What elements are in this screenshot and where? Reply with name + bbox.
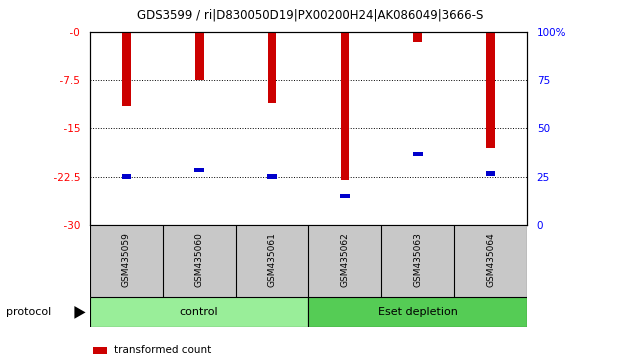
Text: GDS3599 / ri|D830050D19|PX00200H24|AK086049|3666-S: GDS3599 / ri|D830050D19|PX00200H24|AK086… <box>137 9 483 22</box>
Bar <box>413 152 423 156</box>
FancyBboxPatch shape <box>309 297 527 327</box>
Text: protocol: protocol <box>6 307 51 318</box>
Text: control: control <box>180 307 218 318</box>
FancyBboxPatch shape <box>90 297 309 327</box>
Bar <box>414 32 422 41</box>
Bar <box>194 168 204 172</box>
Bar <box>486 32 495 148</box>
Bar <box>268 32 277 103</box>
Text: GSM435059: GSM435059 <box>122 232 131 287</box>
Bar <box>195 32 203 80</box>
Text: GSM435063: GSM435063 <box>413 232 422 287</box>
Bar <box>340 194 350 198</box>
FancyBboxPatch shape <box>90 225 527 297</box>
Text: GSM435061: GSM435061 <box>267 232 277 287</box>
Bar <box>267 174 277 179</box>
Bar <box>340 32 349 180</box>
Polygon shape <box>74 306 86 319</box>
Bar <box>122 32 131 106</box>
Bar <box>485 171 495 176</box>
Text: GSM435064: GSM435064 <box>486 232 495 287</box>
Text: GSM435060: GSM435060 <box>195 232 204 287</box>
Text: transformed count: transformed count <box>114 346 211 354</box>
Bar <box>122 174 131 179</box>
Text: Eset depletion: Eset depletion <box>378 307 458 318</box>
Text: GSM435062: GSM435062 <box>340 232 350 287</box>
